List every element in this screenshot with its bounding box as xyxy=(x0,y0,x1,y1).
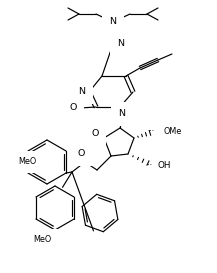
Text: ···: ··· xyxy=(147,128,154,134)
Text: O: O xyxy=(91,129,99,138)
Text: N: N xyxy=(110,17,117,26)
Text: N: N xyxy=(118,109,125,118)
Text: O: O xyxy=(77,150,85,159)
Text: N: N xyxy=(79,88,85,96)
Text: MeO: MeO xyxy=(33,236,51,245)
Text: OMe: OMe xyxy=(164,126,182,135)
Text: N: N xyxy=(117,40,125,49)
Text: OH: OH xyxy=(158,162,171,171)
Text: O: O xyxy=(69,103,77,112)
Text: MeO: MeO xyxy=(18,158,36,167)
Text: ···: ··· xyxy=(145,162,152,168)
